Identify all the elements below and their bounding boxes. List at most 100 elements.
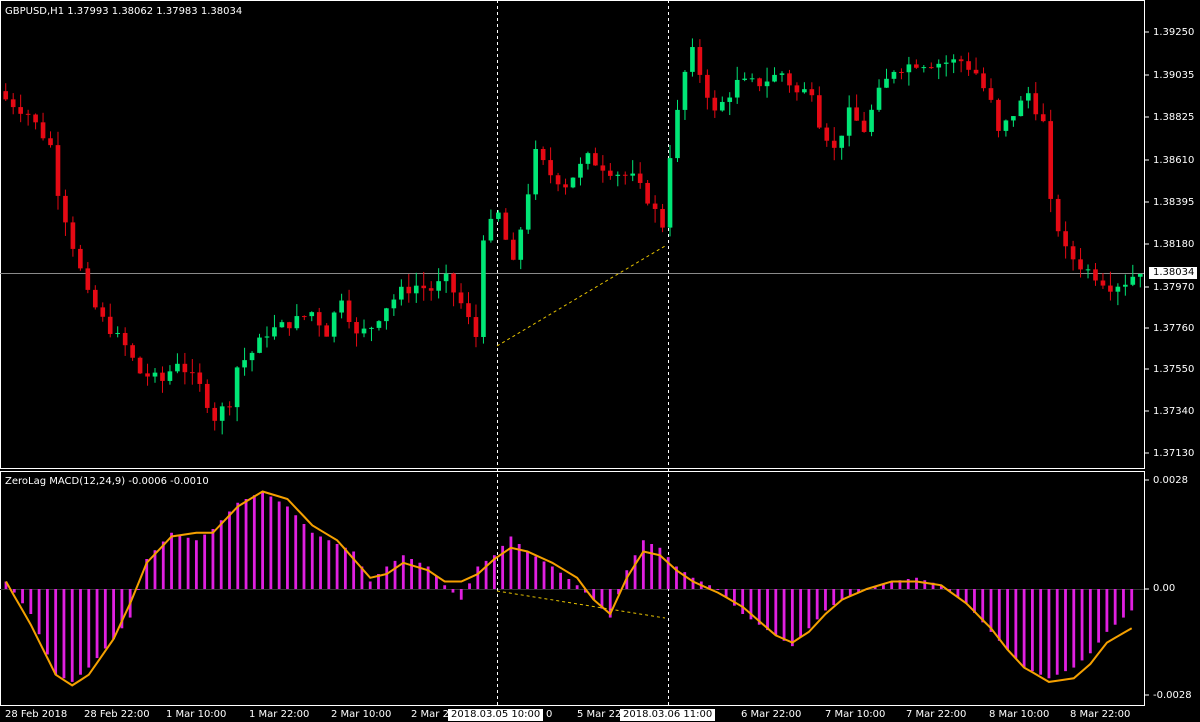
bear-candle [100,307,106,317]
macd-histogram-bar [161,541,165,589]
time-tick: 7 Mar 22:00 [906,709,967,720]
bear-candle [555,175,561,185]
macd-histogram-bar [641,540,645,589]
bear-candle [63,195,68,223]
macd-histogram-bar [443,585,447,589]
bear-candle [346,300,352,323]
macd-histogram-bar [468,583,471,589]
macd-histogram-bar [79,589,82,675]
macd-histogram-bar [1088,589,1092,654]
bull-candle [242,360,247,368]
macd-histogram-bar [310,532,314,589]
bear-candle [428,288,434,291]
bull-candle [884,78,889,88]
macd-histogram-bar [517,544,521,589]
bull-candle [294,316,300,329]
bear-candle [637,173,643,183]
macd-histogram-bar [666,557,670,589]
macd-histogram-bar [683,572,687,589]
macd-histogram-bar [584,589,587,593]
macd-histogram-bar [203,534,207,589]
macd-histogram-bar [807,589,811,629]
bear-candle [190,372,195,374]
bull-candle [742,78,747,80]
macd-histogram-bar [716,589,720,590]
macd-histogram-bar [1006,589,1009,650]
macd-histogram-bar [840,589,844,600]
bull-candle [272,327,277,337]
bull-candle [488,218,494,241]
bear-candle [966,61,971,70]
macd-histogram-bar [244,499,248,589]
bull-candle [525,194,531,230]
bear-candle [10,99,16,108]
bear-candle [451,273,456,293]
macd-histogram-bar [319,536,322,589]
macd-histogram-bar [252,495,256,589]
bull-candle [921,67,927,69]
macd-histogram-bar [418,562,422,589]
bear-candle [406,286,412,294]
bear-candle [70,222,76,249]
bear-candle [928,67,934,69]
bear-candle [1055,198,1061,232]
bear-candle [540,149,546,161]
bear-candle [354,322,359,334]
bull-candle [436,281,441,291]
macd-histogram-bar [219,520,223,589]
macd-histogram-bar [1105,589,1109,632]
macd-histogram [4,491,1134,682]
macd-histogram-bar [1122,589,1125,618]
bear-candle [958,59,964,62]
macd-histogram-bar [509,536,513,589]
macd-histogram-bar [824,589,827,611]
bull-candle [279,322,285,328]
macd-histogram-bar [62,589,66,679]
macd-histogram-bar [426,566,430,589]
macd-histogram-bar [915,577,918,589]
indicator-label: ZeroLag MACD(12,24,9) -0.0006 -0.0010 [5,476,209,487]
bull-candle [219,406,225,421]
bull-candle [585,153,591,164]
macd-histogram-bar [145,559,149,589]
candlestick-series[interactable] [3,38,1143,435]
macd-histogram-bar [70,589,74,682]
time-tick: 28 Feb 2018 [5,709,68,720]
bull-candle [481,240,486,337]
bear-candle [212,407,218,421]
macd-histogram-bar [327,540,331,589]
macd-histogram-bar [45,589,49,655]
bear-candle [794,85,800,93]
bear-candle [548,160,553,176]
bear-candle [757,78,762,87]
price-trendline [496,245,666,347]
bear-candle [996,99,1001,131]
macd-histogram-bar [981,589,985,623]
bull-candle [779,73,785,75]
macd-histogram-bar [1022,589,1026,668]
macd-histogram-bar [1130,589,1134,611]
macd-histogram-bar [1047,589,1051,679]
macd-histogram-bar [21,589,24,604]
bear-candle [473,317,479,337]
bear-candle [608,170,613,176]
macd-histogram-bar [898,580,902,589]
bull-candle [869,109,874,132]
macd-histogram-bar [54,589,58,675]
time-tick: 2 Mar 2 [411,709,449,720]
macd-histogram-bar [675,566,678,589]
price-tick: 1.39250 [1153,27,1195,38]
bear-candle [40,122,46,139]
bear-candle [1048,121,1054,199]
bear-candle [18,107,23,114]
price-tick: 1.39035 [1153,70,1195,81]
bear-candle [301,316,307,318]
macd-histogram-bar [368,581,372,589]
bear-candle [1040,114,1046,122]
bull-candle [1003,120,1009,131]
chart-overlays [5,245,1133,687]
bear-candle [1093,269,1098,281]
bear-candle [130,345,135,358]
bull-candle [361,328,367,334]
